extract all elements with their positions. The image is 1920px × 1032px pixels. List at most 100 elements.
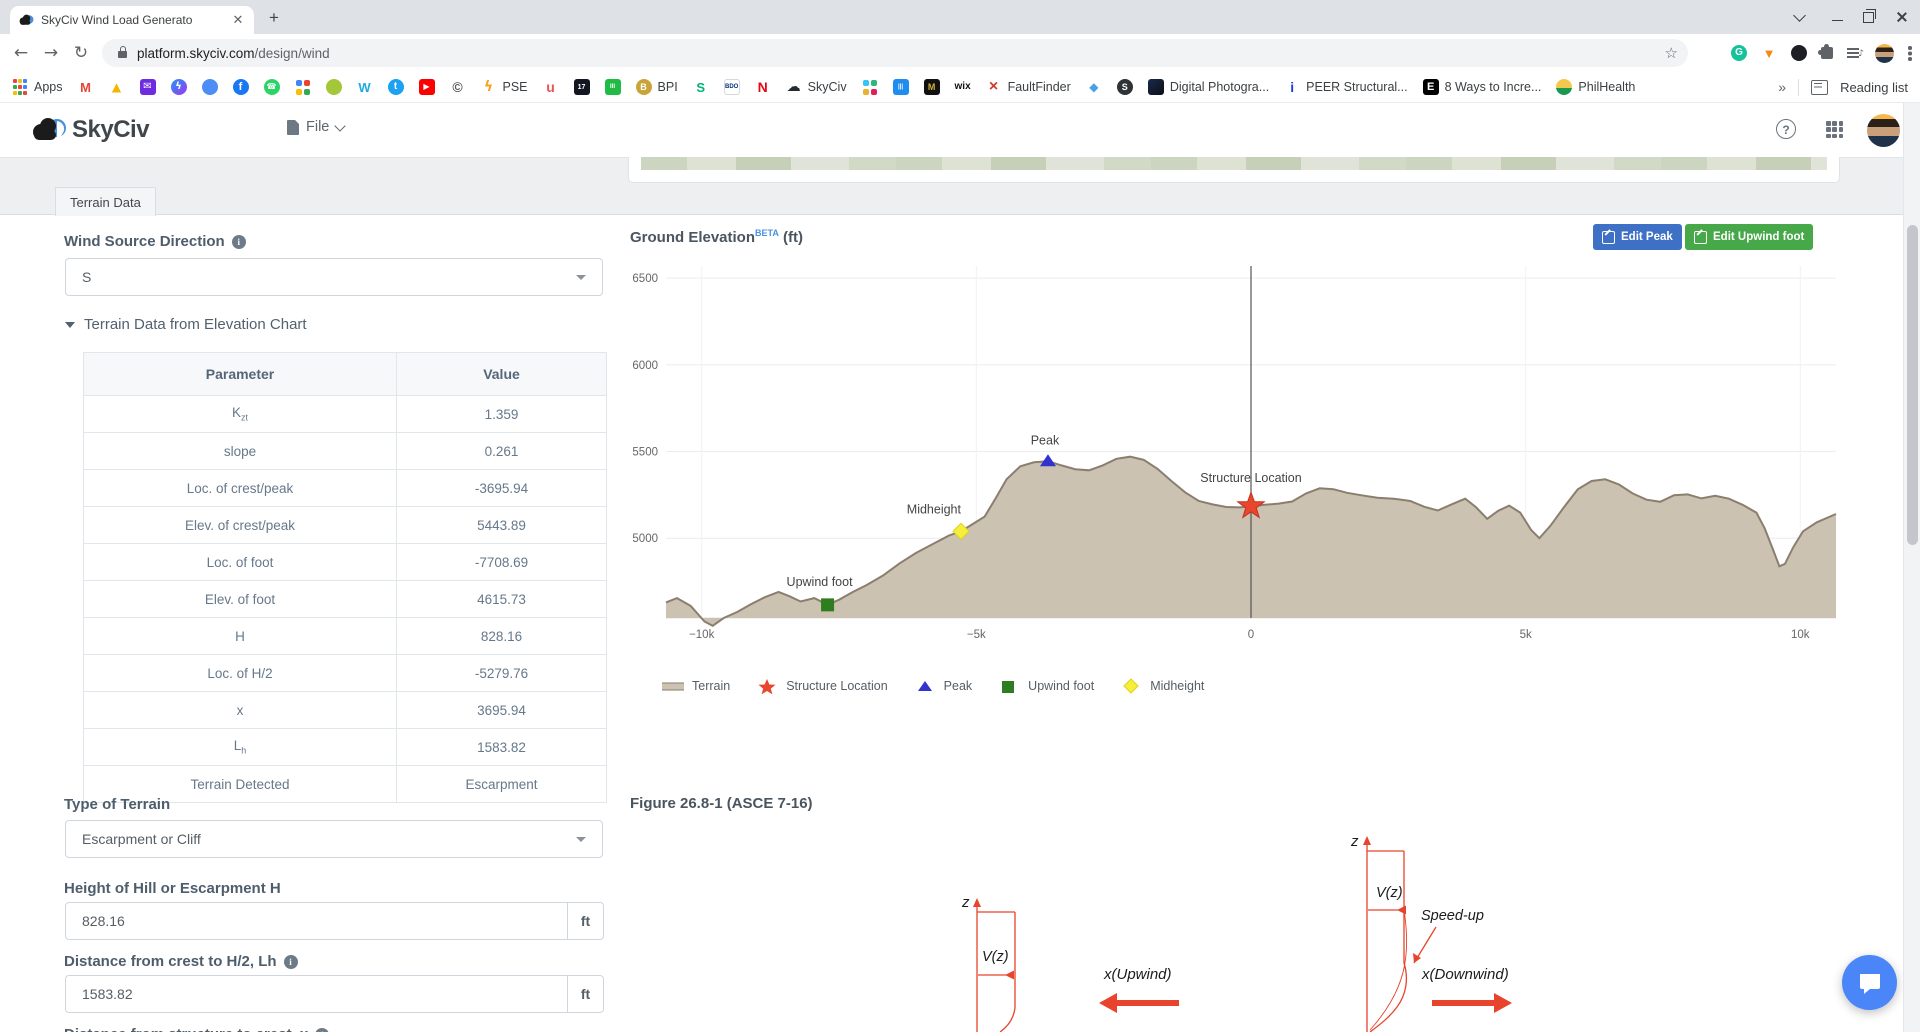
bookmark-faultfinder[interactable]: ×FaultFinder	[986, 79, 1071, 95]
select-caret-icon	[576, 837, 586, 842]
bookmark-gmail[interactable]: M	[78, 79, 94, 95]
bookmark-udemy[interactable]: u	[543, 79, 559, 95]
tab-close-icon[interactable]: ✕	[230, 12, 246, 28]
bookmark-dark-globe[interactable]: S	[1117, 79, 1133, 95]
reading-list-label[interactable]: Reading list	[1840, 80, 1908, 95]
bookmark-bdo[interactable]: BDO	[724, 79, 740, 95]
wind-source-direction-value: S	[82, 269, 91, 285]
bookmark-skyciv-cloud[interactable]: ☁SkyCiv	[786, 79, 847, 95]
bookmark-apps-grid[interactable]: Apps	[12, 79, 63, 95]
legend-item-terrain[interactable]: Terrain	[662, 678, 730, 694]
bookmark-twitter[interactable]: t	[388, 79, 404, 95]
bookmark-star-icon[interactable]: ☆	[1665, 44, 1678, 62]
forward-icon[interactable]: →	[36, 43, 66, 63]
bookmark-purple-mail[interactable]: ✉	[140, 79, 156, 95]
info-icon[interactable]: i	[315, 1028, 329, 1032]
bookmark-bpi[interactable]: BBPI	[636, 79, 678, 95]
bookmark-wattpad[interactable]: W	[357, 79, 373, 95]
help-icon[interactable]: ?	[1776, 119, 1796, 139]
bookmark-digital-photography[interactable]: Digital Photogra...	[1148, 79, 1269, 95]
legend-item-upwind-foot[interactable]: Upwind foot	[998, 678, 1094, 694]
tab-search-chevron-icon[interactable]	[1788, 9, 1810, 25]
bookmark-google-drive[interactable]: ▲	[109, 79, 125, 95]
star-legend-icon	[756, 678, 778, 694]
window-minimize-icon[interactable]	[1826, 9, 1848, 25]
info-icon[interactable]: i	[284, 955, 298, 969]
android-icon	[326, 79, 342, 95]
bookmark-pse-bolt[interactable]: ϟPSE	[481, 79, 528, 95]
window-restore-icon[interactable]	[1857, 9, 1879, 25]
marker-peak[interactable]	[1040, 454, 1056, 466]
metamask-icon[interactable]: ▼	[1761, 45, 1777, 61]
bookmark-whatsapp[interactable]: ☎	[264, 79, 280, 95]
legend-item-peak[interactable]: Peak	[914, 678, 973, 694]
new-tab-button[interactable]: +	[264, 8, 284, 28]
table-row: Loc. of foot-7708.69	[84, 544, 607, 581]
chart-legend[interactable]: Terrain Structure Location Peak Upwind foot…	[662, 678, 1204, 694]
browser-window: SkyCiv Wind Load Generato ✕ + ← → ↻ plat…	[0, 0, 1920, 1032]
bookmark-philhealth[interactable]: PhilHealth	[1556, 79, 1635, 95]
edit-upwind-foot-button[interactable]: Edit Upwind foot	[1685, 224, 1813, 250]
bookmark-copyright[interactable]: ©	[450, 79, 466, 95]
browser-menu-icon[interactable]	[1908, 45, 1912, 61]
bookmark-peer-structural[interactable]: iPEER Structural...	[1284, 79, 1407, 95]
edit-peak-button[interactable]: Edit Peak	[1593, 224, 1682, 250]
table-row: Loc. of H/2-5279.76	[84, 655, 607, 692]
file-menu[interactable]: File	[287, 119, 344, 135]
legend-item-structure-location[interactable]: Structure Location	[756, 678, 887, 694]
bookmark-eight-ways[interactable]: E8 Ways to Incre...	[1423, 79, 1542, 95]
bookmark-intercom[interactable]: |||	[893, 79, 909, 95]
extensions-puzzle-icon[interactable]	[1821, 47, 1833, 59]
table-row: slope0.261	[84, 433, 607, 470]
bookmark-green-s[interactable]: S	[693, 79, 709, 95]
reading-list-icon[interactable]	[1811, 80, 1828, 95]
height-of-hill-input[interactable]: 828.16	[65, 902, 568, 940]
back-icon[interactable]: ←	[6, 43, 36, 63]
app-launcher-icon[interactable]	[1826, 121, 1843, 138]
type-of-terrain-select[interactable]: Escarpment or Cliff	[65, 820, 603, 858]
bookmark-facebook[interactable]: f	[233, 79, 249, 95]
bookmarks-overflow-chevron[interactable]: »	[1778, 79, 1786, 95]
value-cell: 1.359	[397, 396, 607, 433]
ground-elevation-chart[interactable]: Structure LocationPeakUpwind footMidheig…	[628, 256, 1840, 660]
youtube-icon: ▶	[419, 79, 435, 95]
user-avatar[interactable]	[1867, 114, 1900, 147]
dark-extension-icon[interactable]	[1791, 45, 1807, 61]
bookmark-google-dots[interactable]	[295, 79, 311, 95]
browser-tab[interactable]: SkyCiv Wind Load Generato ✕	[10, 6, 254, 34]
philhealth-icon	[1556, 79, 1572, 95]
bookmark-green-bars[interactable]: III	[605, 79, 621, 95]
bookmark-messenger[interactable]: ϟ	[171, 79, 187, 95]
terrain-data-collapse[interactable]: Terrain Data from Elevation Chart	[65, 316, 307, 333]
bookmark-blue-diamond[interactable]: ◆	[1086, 79, 1102, 95]
bookmarks-bar: Apps M ▲ ✉ ϟ f ☎ Wt ▶ © ϟPSE u 17 III BBPI S BDO N ☁SkyCiv…	[0, 72, 1920, 103]
reload-icon[interactable]: ↻	[66, 43, 96, 63]
bookmark-youtube[interactable]: ▶	[419, 79, 435, 95]
wind-source-direction-select[interactable]: S	[65, 258, 603, 296]
address-bar[interactable]: platform.skyciv.com /design/wind ☆	[102, 39, 1688, 67]
tab-terrain-data[interactable]: Terrain Data	[55, 187, 156, 216]
lock-icon[interactable]	[118, 51, 127, 58]
wix-icon: wix	[955, 79, 971, 95]
table-row: Kzt1.359	[84, 396, 607, 433]
bookmark-tradingview[interactable]: 17	[574, 79, 590, 95]
chat-widget-button[interactable]	[1842, 955, 1897, 1010]
profile-avatar-icon[interactable]	[1875, 44, 1894, 63]
marker-upwind-foot[interactable]	[821, 598, 834, 611]
bookmark-android[interactable]	[326, 79, 342, 95]
bookmark-netflix[interactable]: N	[755, 79, 771, 95]
page-scrollbar[interactable]	[1903, 103, 1920, 1032]
legend-item-midheight[interactable]: Midheight	[1120, 678, 1204, 694]
playlist-icon[interactable]	[1847, 47, 1861, 59]
distance-crest-input[interactable]: 1583.82	[65, 975, 568, 1013]
bookmark-mf-gold[interactable]: M	[924, 79, 940, 95]
skyciv-logo[interactable]: SkyCiv	[30, 116, 149, 144]
info-icon[interactable]: i	[232, 235, 246, 249]
bookmark-google-chat[interactable]	[202, 79, 218, 95]
window-close-icon[interactable]	[1891, 9, 1913, 25]
distance-crest-value: 1583.82	[82, 986, 133, 1002]
grammarly-icon[interactable]: G	[1731, 45, 1747, 61]
scrollbar-thumb[interactable]	[1907, 225, 1918, 545]
bookmark-wix[interactable]: wix	[955, 79, 971, 95]
bookmark-slack-dots[interactable]	[862, 79, 878, 95]
